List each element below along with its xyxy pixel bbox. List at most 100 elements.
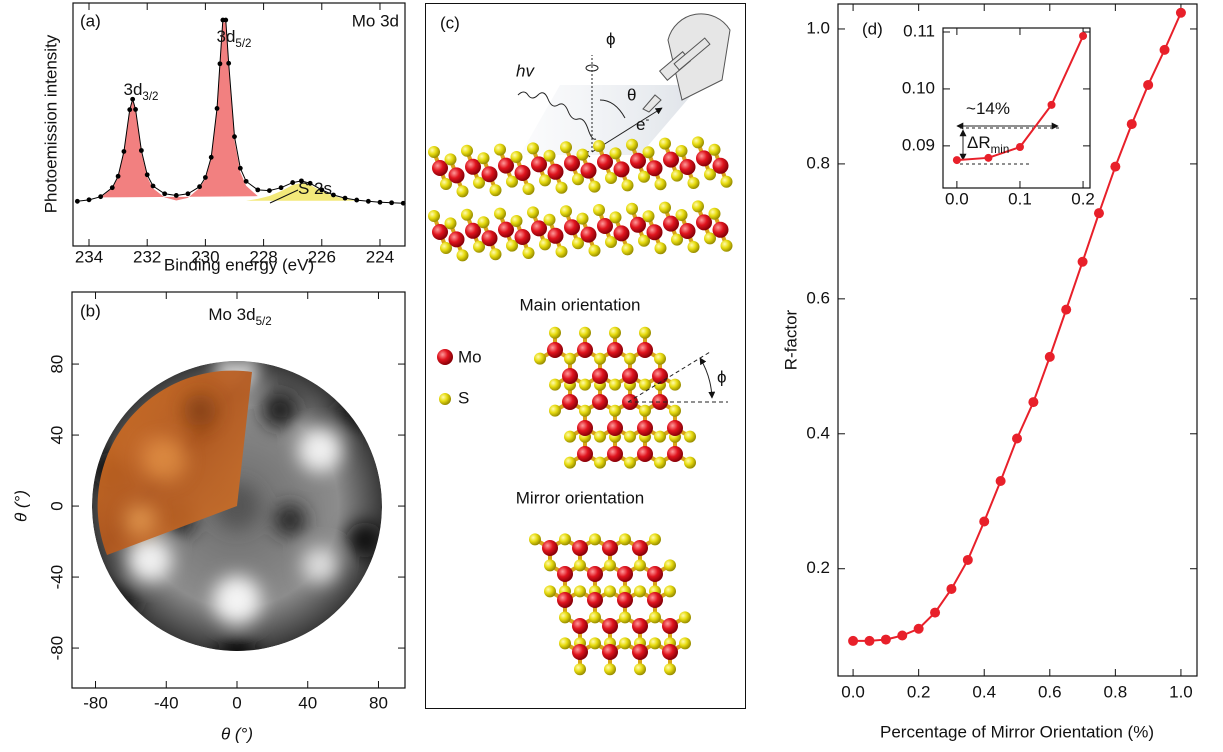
leader-line [269, 189, 299, 204]
s-atom [572, 173, 584, 186]
point [984, 153, 993, 162]
y-axis-label: Photoemission intensity [41, 34, 60, 213]
mo-atom [637, 342, 653, 358]
mo-atom [448, 231, 465, 248]
s-atom [720, 175, 733, 188]
point [952, 156, 961, 165]
point [1143, 79, 1154, 90]
s-atom [605, 236, 617, 248]
mo-atom [632, 644, 648, 660]
mo-atom [646, 160, 663, 177]
lattice-title: Main orientation [520, 295, 641, 314]
mo-atom [712, 157, 729, 174]
s-atom [534, 352, 546, 365]
y-tick-label: 0.09 [902, 135, 935, 154]
mo-atom [572, 618, 588, 634]
s-atom [564, 456, 576, 469]
point [197, 184, 202, 190]
s-atom [589, 533, 601, 546]
line [77, 19, 404, 204]
s-atom [574, 559, 586, 572]
s-atom [494, 143, 506, 156]
x-tick-label: 0.2 [1071, 189, 1095, 208]
mo-atom [602, 540, 618, 556]
polar-label: θ [627, 85, 636, 104]
mo-atom [592, 394, 608, 410]
lattice-title: Mirror orientation [516, 488, 645, 507]
s-atom [559, 637, 571, 650]
point [979, 516, 990, 527]
x-tick-label: 226 [308, 247, 336, 266]
point [243, 178, 249, 184]
mo-atom [613, 225, 630, 242]
s-atom [664, 663, 676, 676]
s-atom [619, 611, 631, 624]
s-atom [560, 141, 572, 154]
mo-atom [465, 222, 481, 239]
s-atom [649, 533, 661, 546]
mo-atom [663, 151, 679, 168]
x-tick-label: 1.0 [1169, 682, 1193, 701]
s-atom [522, 183, 535, 195]
s-atom [473, 176, 485, 189]
point [208, 154, 214, 160]
s-atom [544, 559, 556, 572]
chart-title: Mo 3d [352, 11, 399, 30]
mo-atom [663, 215, 679, 232]
s-atom [527, 206, 539, 219]
s-atom [720, 239, 733, 252]
panel-c-frame [425, 3, 746, 709]
mo-atom [652, 368, 668, 384]
s-atom [692, 136, 704, 149]
panel-label: (a) [80, 11, 101, 30]
point [331, 192, 336, 198]
s-atom [642, 146, 655, 159]
s-atom [638, 234, 650, 247]
point [121, 149, 127, 154]
mo-atom [572, 540, 588, 556]
x-tick-label: 0.0 [841, 682, 865, 701]
diffraction-image [92, 361, 382, 651]
x-tick-label: 80 [369, 693, 388, 712]
y-tick-label: 40 [47, 426, 66, 445]
s-atom [477, 216, 490, 229]
point [299, 178, 304, 184]
point [109, 185, 115, 191]
s-atom [604, 559, 616, 572]
mo-atom [564, 155, 580, 172]
s-atom [444, 153, 457, 166]
s-atom [456, 185, 469, 198]
s-atom [428, 210, 440, 222]
point [1015, 143, 1024, 152]
s-atom [544, 585, 556, 598]
point [354, 197, 360, 203]
mo-atom [577, 420, 593, 436]
s-atom [684, 430, 696, 443]
point [1079, 31, 1088, 40]
point [74, 198, 80, 204]
s-atom [588, 244, 601, 257]
mo-atom [637, 446, 653, 462]
s-atom [572, 237, 584, 250]
s-atom [626, 202, 638, 215]
point [848, 635, 859, 646]
s-atom [576, 212, 589, 225]
s-atom [489, 184, 502, 197]
mo-atom [632, 540, 648, 556]
mo-atom [557, 592, 573, 608]
s-atom [510, 215, 523, 227]
mo-atom [647, 592, 663, 608]
inset-guides [956, 122, 1060, 165]
s-atom [579, 378, 591, 391]
point [127, 107, 133, 113]
mo-atom [547, 342, 563, 358]
s-atom [626, 138, 638, 151]
s-atom [624, 352, 636, 365]
s-atom [522, 247, 535, 259]
s-atom [559, 611, 571, 624]
mo-atom [622, 368, 638, 384]
s-atom [692, 200, 704, 213]
s-atom [494, 207, 506, 220]
mo-atom [577, 342, 593, 358]
